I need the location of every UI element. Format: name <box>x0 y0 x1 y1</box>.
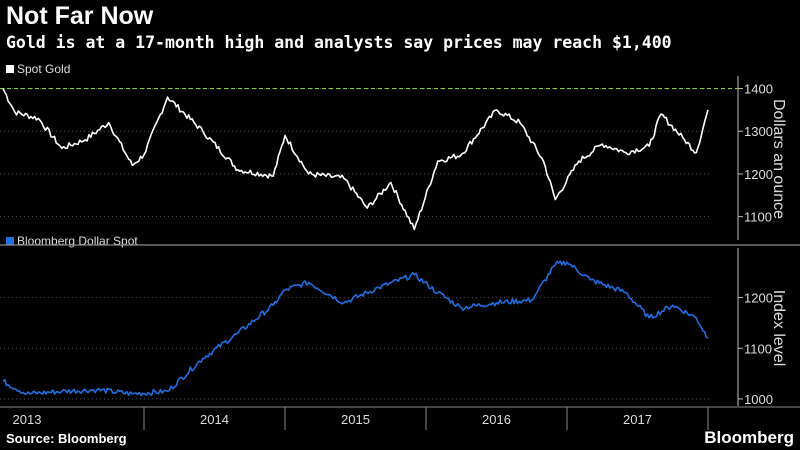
x-tick-label: 2015 <box>341 412 370 427</box>
y-tick-label: 1100 <box>744 210 772 225</box>
y-axis-title: Index level <box>770 290 787 367</box>
source-note: Source: Bloomberg <box>6 431 127 446</box>
x-tick-label: 2014 <box>200 412 229 427</box>
series-line <box>2 260 709 397</box>
y-tick-label: 1000 <box>744 392 773 407</box>
series-line <box>2 88 709 231</box>
x-tick-label: 2017 <box>623 412 652 427</box>
x-tick-label: 2016 <box>482 412 511 427</box>
brand-logo: Bloomberg <box>704 428 794 447</box>
y-tick-label: 1100 <box>744 341 772 356</box>
legend-dollar-swatch <box>6 237 14 245</box>
y-axis-title: Dollars an ounce <box>770 99 787 219</box>
y-tick-label: 1400 <box>744 82 773 97</box>
y-tick-label: 1300 <box>744 124 773 139</box>
chart-title: Not Far Now <box>6 2 154 30</box>
legend-gold-swatch <box>6 65 14 73</box>
y-tick-label: 1200 <box>744 291 773 306</box>
legend-gold: Spot Gold <box>6 62 70 76</box>
legend-gold-label: Spot Gold <box>17 62 71 76</box>
x-tick-label: 2013 <box>13 412 42 427</box>
y-tick-label: 1200 <box>744 167 773 182</box>
chart-subtitle: Gold is at a 17-month high and analysts … <box>6 33 672 52</box>
